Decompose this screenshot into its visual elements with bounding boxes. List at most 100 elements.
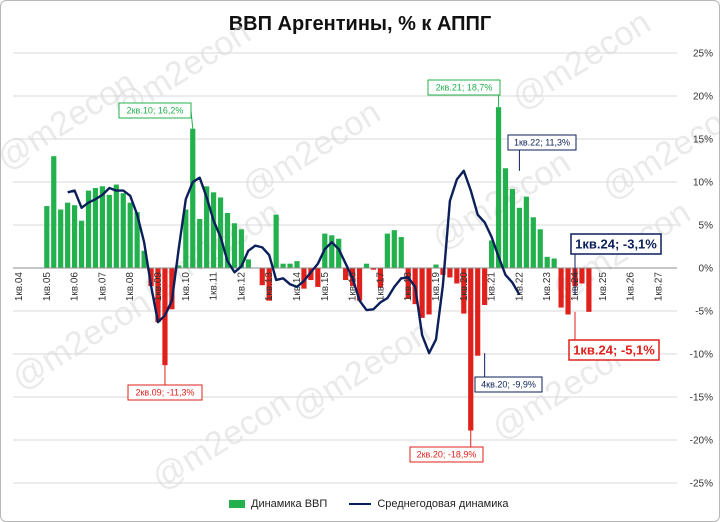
x-tick-label: 1кв.12 <box>236 272 247 302</box>
gdp-bar <box>155 268 161 323</box>
gdp-bar <box>495 107 502 269</box>
chart-legend: Динамика ВВП Среднегодовая динамика <box>229 498 509 510</box>
gdp-bar <box>78 220 85 268</box>
annotation-label: 1кв.24; -3,1% <box>575 237 657 252</box>
gdp-bar <box>384 233 390 268</box>
legend-swatch-line <box>349 503 372 505</box>
gdp-bar <box>551 258 557 268</box>
watermark: @m2econ <box>505 3 657 118</box>
chart-title: ВВП Аргентины, % к АППГ <box>228 13 492 35</box>
gdp-bar <box>72 205 78 268</box>
gdp-bar <box>482 268 488 305</box>
gdp-bar <box>516 207 522 268</box>
gdp-bar <box>315 268 321 287</box>
annotation-box <box>427 79 501 96</box>
gdp-bar <box>468 268 474 431</box>
gdp-bar <box>92 188 99 268</box>
gdp-bar <box>106 194 112 268</box>
gdp-bar <box>405 268 411 299</box>
gdp-bar <box>419 268 425 318</box>
x-tick-label: 1кв.19 <box>431 272 442 302</box>
gdp-bar <box>433 264 439 268</box>
x-tick-label: 1кв.09 <box>153 272 164 302</box>
gdp-bar <box>44 206 50 268</box>
gdp-bar <box>169 268 175 310</box>
gdp-bar <box>530 217 536 268</box>
x-tick-label: 1кв.25 <box>598 272 609 302</box>
gdp-bar <box>65 202 71 268</box>
gdp-bar <box>148 268 154 287</box>
gdp-bar <box>502 168 509 268</box>
watermark: @m2econ <box>595 93 719 208</box>
annotation-box <box>474 376 543 393</box>
gdp-bar <box>579 268 585 284</box>
gdp-bar <box>370 268 377 270</box>
gdp-bar <box>273 214 279 268</box>
gdp-bar <box>120 193 126 268</box>
gdp-bar <box>336 238 342 268</box>
x-tick-label: 1кв.26 <box>626 272 637 302</box>
watermark: @m2econ <box>235 93 387 208</box>
gdp-bar <box>134 212 140 268</box>
gdp-bar <box>238 229 244 268</box>
y-tick-label: 10% <box>693 178 713 189</box>
y-tick-label: 0% <box>699 264 714 275</box>
gdp-bar <box>558 268 564 308</box>
x-tick-label: 1кв.27 <box>653 272 664 302</box>
x-tick-label: 1кв.20 <box>459 272 470 302</box>
x-tick-label: 1кв.07 <box>97 272 108 302</box>
gdp-bar <box>287 263 293 268</box>
annotation-label: 2кв.20; -18,9% <box>417 450 477 460</box>
gdp-bar <box>454 268 460 284</box>
annotation-label: 4кв.20; -9,9% <box>481 380 536 390</box>
legend-item-average: Среднегодовая динамика <box>349 498 509 510</box>
x-tick-label: 1кв.13 <box>264 272 275 302</box>
annotation-label: 1кв.22; 11,3% <box>514 138 570 148</box>
gdp-bar <box>197 218 203 268</box>
gdp-bar <box>356 268 363 301</box>
annotation-box <box>127 384 203 401</box>
y-tick-label: -5% <box>695 307 713 318</box>
gdp-bar <box>329 235 335 268</box>
gdp-bar <box>204 186 210 268</box>
annotation-box <box>507 134 577 151</box>
gdp-bar <box>565 268 571 315</box>
y-tick-label: -25% <box>690 479 713 490</box>
gdp-bar <box>99 186 105 268</box>
annotation-label: 2кв.10; 16,2% <box>127 106 184 116</box>
annotation-label: 2кв.21; 18,7% <box>436 83 493 93</box>
gdp-bar <box>363 263 370 268</box>
gdp-bar <box>141 250 147 268</box>
annotation-box <box>409 446 484 463</box>
gdp-bar <box>398 237 404 268</box>
y-tick-label: -10% <box>690 350 713 361</box>
average-line <box>67 169 521 355</box>
x-tick-label: 1кв.04 <box>14 272 25 302</box>
gdp-bar <box>58 209 64 268</box>
gdp-bar <box>280 263 286 268</box>
legend-item-gdp: Динамика ВВП <box>229 498 327 510</box>
gdp-bar <box>224 212 231 268</box>
x-tick-label: 1кв.16 <box>348 272 359 302</box>
gdp-bar <box>266 268 272 301</box>
gdp-bar <box>51 156 57 268</box>
gdp-bar <box>509 188 516 268</box>
x-tick-label: 1кв.08 <box>125 272 136 302</box>
gdp-bar <box>294 261 300 268</box>
annotation-box <box>568 339 660 361</box>
y-tick-label: -20% <box>690 436 713 447</box>
x-tick-label: 1кв.21 <box>487 272 498 302</box>
gdp-bar <box>217 197 224 268</box>
x-tick-label: 1кв.23 <box>542 272 553 302</box>
gdp-bar <box>461 268 467 314</box>
x-tick-label: 1кв.22 <box>514 272 525 302</box>
y-tick-label: 5% <box>699 221 714 232</box>
x-tick-label: 1кв.18 <box>403 272 414 302</box>
gdp-bar <box>176 265 182 268</box>
gdp-bar <box>85 190 92 268</box>
gdp-bar <box>391 230 397 268</box>
gdp-bar <box>190 128 196 268</box>
legend-label-gdp: Динамика ВВП <box>251 498 328 510</box>
annotation-box <box>118 102 192 119</box>
y-tick-label: 25% <box>693 49 713 60</box>
